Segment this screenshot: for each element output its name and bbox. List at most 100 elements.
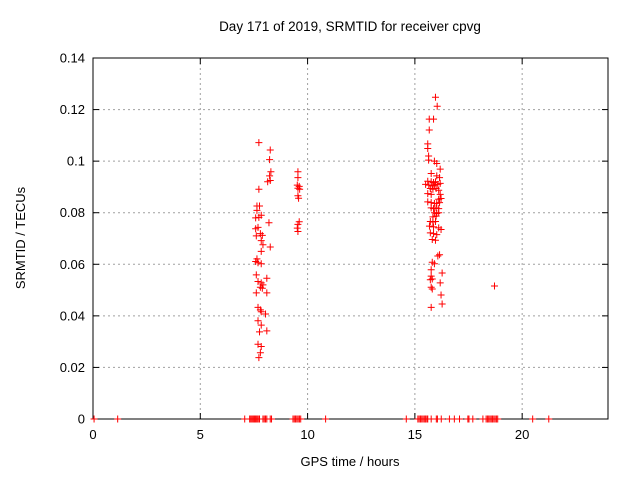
x-tick-label: 10 [300, 427, 314, 442]
x-tick-label: 20 [515, 427, 529, 442]
data-point-marker [437, 415, 445, 423]
data-point-marker [426, 276, 434, 284]
data-point-marker [114, 415, 122, 423]
y-tick-label: 0.12 [60, 102, 85, 117]
data-point-marker [430, 223, 438, 231]
data-point-marker [266, 146, 274, 154]
data-point-marker [430, 260, 438, 268]
data-point-marker [255, 185, 263, 193]
data-point-marker [437, 225, 445, 233]
data-point-marker [252, 232, 260, 240]
data-point-marker [469, 415, 477, 423]
data-point-marker [257, 321, 265, 329]
data-point-marker [90, 415, 98, 423]
data-point-marker [436, 165, 444, 173]
data-point-marker [431, 217, 439, 225]
data-point-marker [258, 284, 266, 292]
data-point-marker [425, 156, 433, 164]
data-point-marker [436, 190, 444, 198]
data-point-marker [266, 172, 274, 180]
y-tick-label: 0.14 [60, 51, 85, 66]
data-point-marker [402, 415, 410, 423]
data-point-marker [257, 237, 265, 245]
data-point-marker [268, 415, 276, 423]
data-point-marker [430, 181, 438, 189]
data-point-marker [431, 93, 439, 101]
y-tick-label: 0 [78, 412, 85, 427]
data-point-marker [254, 259, 262, 267]
data-point-marker [255, 139, 263, 147]
data-point-marker [430, 230, 438, 238]
data-point-marker [431, 236, 439, 244]
data-point-marker [435, 186, 443, 194]
data-point-marker [545, 415, 553, 423]
data-point-marker [297, 415, 305, 423]
y-tick-label: 0.08 [60, 205, 85, 220]
data-point-marker [252, 271, 260, 279]
data-point-marker [433, 102, 441, 110]
data-point-marker [262, 310, 270, 318]
y-tick-label: 0.04 [60, 308, 85, 323]
data-point-marker [265, 219, 273, 227]
tick-labels: 0 5 10 15 20 0 0.02 0.04 0.06 0.08 0.1 0.12 0.14 [60, 51, 530, 443]
data-point-marker [252, 225, 260, 233]
data-point-marker [456, 415, 464, 423]
data-point-marker [436, 251, 444, 259]
plot-frame-and-ticks [92, 57, 609, 420]
data-point-marker [427, 272, 435, 280]
data-point-marker [422, 180, 430, 188]
data-point-marker [427, 303, 435, 311]
data-point-marker [494, 415, 502, 423]
data-point-marker [424, 190, 432, 198]
data-point-marker [296, 185, 304, 193]
data-point-marker [424, 198, 432, 206]
data-point-marker [256, 328, 264, 336]
data-point-marker [294, 174, 302, 182]
data-point-marker [263, 289, 271, 297]
y-axis-label: SRMTID / TECUs [13, 186, 28, 289]
data-point-marker [427, 170, 435, 178]
data-point-marker [428, 236, 436, 244]
x-axis-label: GPS time / hours [301, 454, 400, 469]
data-point-marker [432, 212, 440, 220]
y-tick-label: 0.06 [60, 257, 85, 272]
data-point-marker [427, 266, 435, 274]
data-point-marker [256, 306, 264, 314]
data-point-marker [428, 275, 436, 283]
data-point-marker [266, 156, 274, 164]
data-point-marker [424, 145, 432, 153]
data-point-marker [294, 228, 302, 236]
data-point-marker [258, 231, 266, 239]
data-point-marker [257, 260, 265, 268]
grid-lines [93, 58, 608, 419]
data-point-marker [425, 222, 433, 230]
data-point-marker [263, 327, 271, 335]
data-point-marker [293, 224, 301, 232]
data-point-marker [253, 206, 261, 214]
y-tick-label: 0.1 [67, 154, 85, 169]
data-point-marker [257, 308, 265, 316]
data-point-marker [433, 159, 441, 167]
data-point-marker [436, 179, 444, 187]
data-point-marker [428, 285, 436, 293]
data-point-marker [259, 241, 267, 249]
data-point-marker [427, 283, 435, 291]
data-point-marker [264, 178, 272, 186]
data-point-marker [257, 247, 265, 255]
x-tick-label: 5 [197, 427, 204, 442]
data-point-marker [438, 300, 446, 308]
data-point-marker [429, 185, 437, 193]
data-point-marker [266, 243, 274, 251]
x-tick-label: 0 [89, 427, 96, 442]
y-tick-label: 0.02 [60, 360, 85, 375]
data-point-marker [427, 190, 435, 198]
data-point-marker [256, 202, 264, 210]
data-point-marker [294, 184, 302, 192]
data-point-marker [322, 415, 330, 423]
data-point-marker [436, 199, 444, 207]
data-point-marker [254, 317, 262, 325]
plot-frame [92, 57, 609, 420]
data-point-marker [252, 289, 260, 297]
